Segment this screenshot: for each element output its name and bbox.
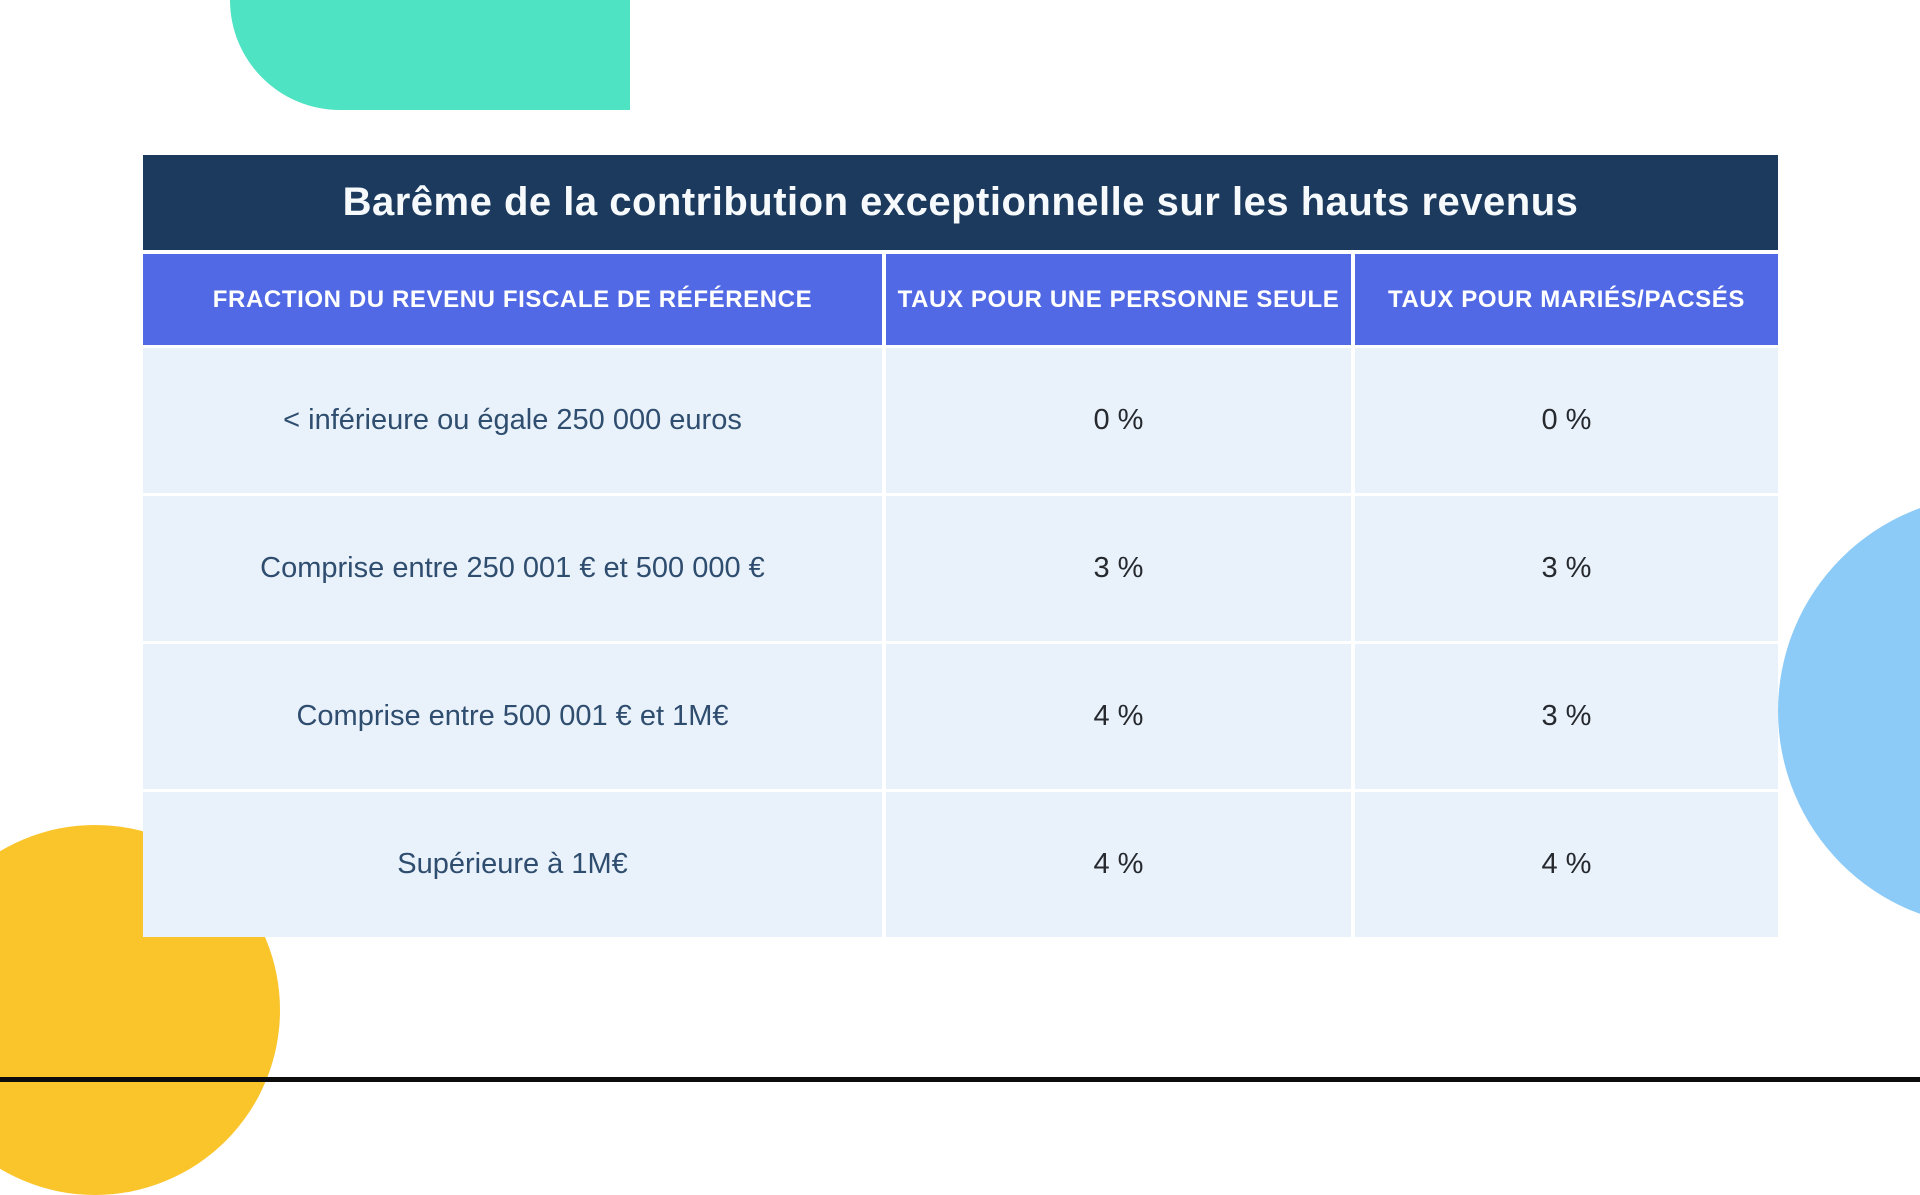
bottom-edge-bar bbox=[0, 1077, 1920, 1082]
teal-corner-shape bbox=[230, 0, 630, 110]
table-row: Comprise entre 500 001 € et 1M€ 4 % 3 % bbox=[143, 644, 1778, 789]
table-header-row: FRACTION DU REVENU FISCALE DE RÉFÉRENCE … bbox=[143, 254, 1778, 345]
fraction-cell: Comprise entre 250 001 € et 500 000 € bbox=[143, 496, 882, 641]
header-taux-personne-seule: TAUX POUR UNE PERSONNE SEULE bbox=[886, 254, 1351, 345]
header-taux-maries-pacses: TAUX POUR MARIÉS/PACSÉS bbox=[1355, 254, 1778, 345]
rate-single-cell: 3 % bbox=[886, 496, 1351, 641]
blue-circle-decoration bbox=[1778, 495, 1920, 927]
table-row: Supérieure à 1M€ 4 % 4 % bbox=[143, 792, 1778, 937]
rate-married-cell: 3 % bbox=[1355, 496, 1778, 641]
table-title: Barême de la contribution exceptionnelle… bbox=[143, 155, 1778, 250]
table-row: < inférieure ou égale 250 000 euros 0 % … bbox=[143, 348, 1778, 493]
header-fraction-revenu: FRACTION DU REVENU FISCALE DE RÉFÉRENCE bbox=[143, 254, 882, 345]
fraction-cell: Comprise entre 500 001 € et 1M€ bbox=[143, 644, 882, 789]
rate-single-cell: 4 % bbox=[886, 792, 1351, 937]
tax-rate-table: Barême de la contribution exceptionnelle… bbox=[143, 155, 1778, 937]
rate-single-cell: 4 % bbox=[886, 644, 1351, 789]
fraction-cell: < inférieure ou égale 250 000 euros bbox=[143, 348, 882, 493]
table-row: Comprise entre 250 001 € et 500 000 € 3 … bbox=[143, 496, 1778, 641]
rate-single-cell: 0 % bbox=[886, 348, 1351, 493]
rate-married-cell: 0 % bbox=[1355, 348, 1778, 493]
fraction-cell: Supérieure à 1M€ bbox=[143, 792, 882, 937]
rate-married-cell: 3 % bbox=[1355, 644, 1778, 789]
rate-married-cell: 4 % bbox=[1355, 792, 1778, 937]
